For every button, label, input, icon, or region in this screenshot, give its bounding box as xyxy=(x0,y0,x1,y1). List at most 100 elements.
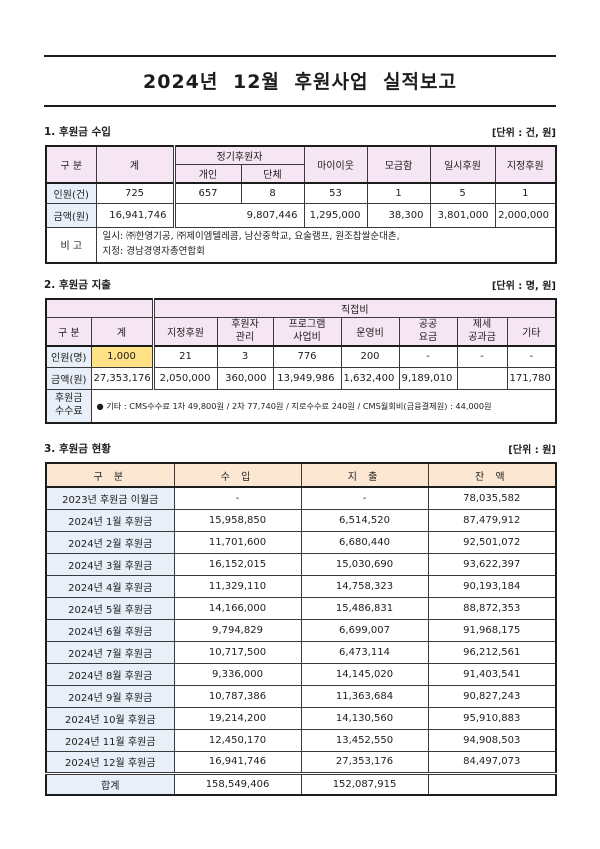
section1-heading-row: 1. 후원금 수입 [단위 : 건, 원] xyxy=(44,124,556,139)
title-block: 2024년 12월 후원사업 실적보고 xyxy=(44,55,556,107)
status-row-label: 2024년 12월 후원금 xyxy=(45,750,175,774)
expense-fee-label: 후원금 수수료 xyxy=(45,388,92,424)
expense-count-utility: - xyxy=(398,345,458,368)
income-note-label: 비 고 xyxy=(45,226,97,264)
expense-count-operating: 200 xyxy=(340,345,400,368)
income-note-line2: 지정: 경남경영자총연합회 xyxy=(102,245,205,257)
income-header-group: 단체 xyxy=(240,164,305,184)
expense-fee-note: ● 기타 : CMS수수료 1차 49,800원 / 2차 77,740원 / … xyxy=(90,388,557,424)
status-row: 2024년 3월 후원금 16,152,015 15,030,690 93,622,3… xyxy=(45,552,557,576)
status-row-label: 2024년 1월 후원금 xyxy=(45,508,175,532)
income-header-regular: 정기후원자 xyxy=(172,145,305,165)
expense-count-designated: 21 xyxy=(151,345,218,368)
status-header-expense: 지 출 xyxy=(300,462,429,488)
income-count-box: 1 xyxy=(366,182,431,204)
status-row-expense: 6,514,520 xyxy=(300,508,429,532)
expense-header-gubun: 구 분 xyxy=(45,317,92,347)
status-row-expense: 14,130,560 xyxy=(300,706,429,730)
section2-unit-label: [단위 : 명, 원] xyxy=(491,281,556,292)
income-amount-regular: 9,807,446 xyxy=(172,202,305,228)
income-count-neighbor: 53 xyxy=(303,182,368,204)
status-total-expense: 152,087,915 xyxy=(300,771,429,796)
expense-header-donor-mgmt: 후원자 관리 xyxy=(216,317,274,347)
status-row: 2024년 8월 후원금 9,336,000 14,145,020 91,403,54… xyxy=(45,662,557,686)
income-header-temporary: 일시후원 xyxy=(429,145,496,184)
status-table-body: 2023년 후원금 이월금 - -78,035,582 2024년 1월 후원금 15,… xyxy=(45,486,557,774)
expense-amount-program: 13,949,986 xyxy=(272,366,342,390)
income-count-total: 725 xyxy=(95,182,175,204)
expense-amount-donor-mgmt: 360,000 xyxy=(216,366,274,390)
income-count-temporary: 5 xyxy=(429,182,496,204)
income-header-gubun: 구 분 xyxy=(45,145,97,184)
status-row: 2024년 2월 후원금 11,701,600 6,680,440 92,501,07… xyxy=(45,530,557,554)
section2-heading-row: 2. 후원금 지출 [단위 : 명, 원] xyxy=(44,277,556,292)
expense-amount-etc: 171,780 xyxy=(506,366,557,390)
expense-table: 직접비 구 분 계 지정후원 후원자 관리 프로그램 사업비 운영비 공공 요금… xyxy=(45,298,558,424)
expense-header-operating: 운영비 xyxy=(340,317,400,347)
income-amount-neighbor: 1,295,000 xyxy=(303,202,368,228)
status-total-row: 합계 158,549,406 152,087,915 xyxy=(45,771,557,796)
status-row-balance: 93,622,397 xyxy=(427,552,557,576)
status-row-expense: - xyxy=(300,486,429,510)
status-row-label: 2024년 4월 후원금 xyxy=(45,574,175,598)
expense-header-tax: 제세 공과금 xyxy=(456,317,508,347)
status-header-income: 수 입 xyxy=(173,462,302,488)
status-row-income: 19,214,200 xyxy=(173,706,302,730)
section2-heading: 2. 후원금 지출 xyxy=(44,279,111,291)
status-row-expense: 6,680,440 xyxy=(300,530,429,554)
status-row-expense: 6,699,007 xyxy=(300,618,429,642)
status-row: 2024년 9월 후원금 10,787,386 11,363,684 90,827,2… xyxy=(45,684,557,708)
expense-header-direct: 직접비 xyxy=(151,298,557,318)
status-row-balance: 90,827,243 xyxy=(427,684,557,708)
status-row-balance: 87,479,912 xyxy=(427,508,557,532)
status-row-balance: 90,193,184 xyxy=(427,574,557,598)
status-row-balance: 94,908,503 xyxy=(427,728,557,752)
status-row: 2024년 7월 후원금 10,717,500 6,473,114 96,212,56… xyxy=(45,640,557,664)
expense-amount-operating: 1,632,400 xyxy=(340,366,400,390)
status-row: 2024년 10월 후원금 19,214,200 14,130,560 95,910,… xyxy=(45,706,557,730)
status-row-balance: 91,403,541 xyxy=(427,662,557,686)
income-amount-total: 16,941,746 xyxy=(95,202,175,228)
expense-amount-designated: 2,050,000 xyxy=(151,366,218,390)
page-title: 2024년 12월 후원사업 실적보고 xyxy=(143,71,457,93)
status-row-label: 2024년 6월 후원금 xyxy=(45,618,175,642)
status-row: 2024년 12월 후원금 16,941,746 27,353,176 84,497,… xyxy=(45,750,557,774)
status-row-balance: 88,872,353 xyxy=(427,596,557,620)
income-header-individual: 개인 xyxy=(172,164,242,184)
expense-count-label: 인원(명) xyxy=(45,345,92,368)
expense-amount-utility: 9,189,010 xyxy=(398,366,458,390)
status-row-label: 2024년 11월 후원금 xyxy=(45,728,175,752)
expense-header-designated: 지정후원 xyxy=(151,317,218,347)
income-header-total: 계 xyxy=(95,145,175,184)
income-header-designated: 지정후원 xyxy=(494,145,557,184)
status-row-balance: 95,910,883 xyxy=(427,706,557,730)
status-row-expense: 15,030,690 xyxy=(300,552,429,576)
status-row-label: 2024년 2월 후원금 xyxy=(45,530,175,554)
status-row-balance: 96,212,561 xyxy=(427,640,557,664)
expense-header-program: 프로그램 사업비 xyxy=(272,317,342,347)
status-header-gubun: 구 분 xyxy=(45,462,175,488)
status-row-income: 11,329,110 xyxy=(173,574,302,598)
status-row-balance: 78,035,582 xyxy=(427,486,557,510)
income-header-neighbor: 마이이웃 xyxy=(303,145,368,184)
status-row-balance: 92,501,072 xyxy=(427,530,557,554)
status-row-label: 2023년 후원금 이월금 xyxy=(45,486,175,510)
expense-header-total: 계 xyxy=(90,317,154,347)
expense-amount-total: 27,353,176 xyxy=(90,366,154,390)
section3-heading-row: 3. 후원금 현황 [단위 : 원] xyxy=(44,441,556,456)
section3-heading: 3. 후원금 현황 xyxy=(44,443,111,455)
status-table: 구 분 수 입 지 출 잔 액 2023년 후원금 이월금 - -78,035,58… xyxy=(45,462,557,796)
status-row-balance: 91,968,175 xyxy=(427,618,557,642)
status-row-expense: 15,486,831 xyxy=(300,596,429,620)
status-row-expense: 14,758,323 xyxy=(300,574,429,598)
expense-amount-tax xyxy=(456,366,508,390)
income-count-label: 인원(건) xyxy=(45,182,97,204)
status-row-label: 2024년 9월 후원금 xyxy=(45,684,175,708)
income-amount-temporary: 3,801,000 xyxy=(429,202,496,228)
status-row-income: 12,450,170 xyxy=(173,728,302,752)
status-row-expense: 6,473,114 xyxy=(300,640,429,664)
income-amount-designated: 2,000,000 xyxy=(494,202,557,228)
status-row-label: 2024년 8월 후원금 xyxy=(45,662,175,686)
expense-header-etc: 기타 xyxy=(506,317,557,347)
